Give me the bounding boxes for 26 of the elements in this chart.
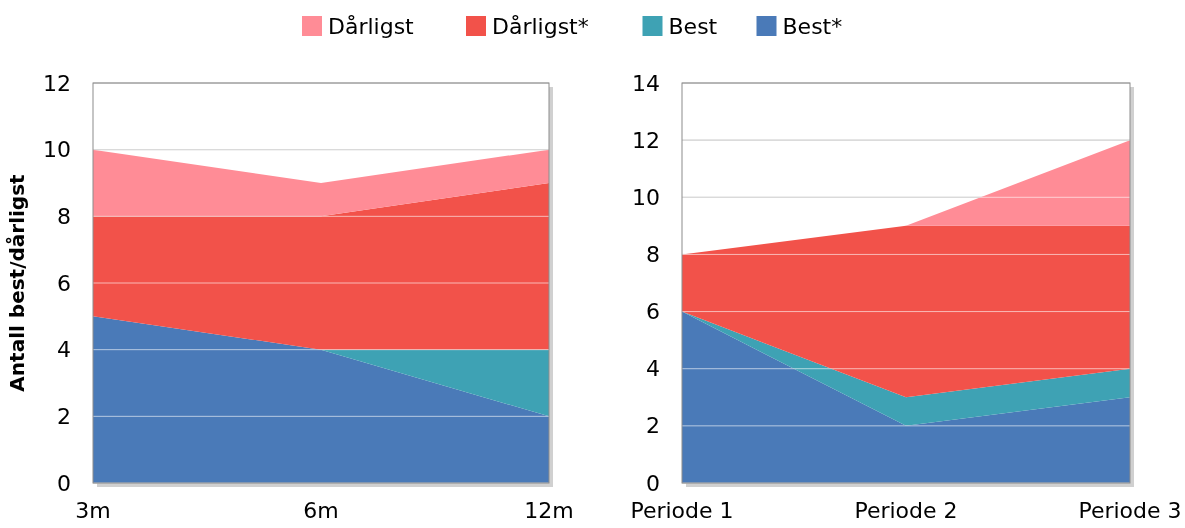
y-tick-label: 0 [57, 470, 71, 496]
legend-label: Best* [782, 13, 843, 39]
x-tick-label: 12m [524, 498, 574, 523]
y-tick-label: 6 [646, 299, 660, 325]
x-tick-label: 6m [303, 498, 339, 523]
x-tick-label: Periode 3 [1078, 498, 1182, 523]
y-axis-title: Antall best/dårligst [5, 173, 29, 392]
y-tick-label: 2 [646, 413, 660, 439]
y-tick-label: 4 [57, 337, 71, 363]
y-tick-label: 12 [632, 127, 660, 153]
y-tick-label: 8 [646, 241, 660, 267]
legend-label: Best [668, 13, 718, 39]
y-tick-label: 8 [57, 203, 71, 229]
legend-label: Dårligst [328, 13, 415, 39]
y-tick-label: 10 [43, 137, 71, 163]
y-tick-label: 12 [43, 70, 71, 96]
x-tick-label: 3m [75, 498, 111, 523]
x-tick-label: Periode 1 [630, 498, 734, 523]
legend-label: Dårligst* [492, 13, 589, 39]
y-tick-label: 10 [632, 184, 660, 210]
y-tick-label: 6 [57, 270, 71, 296]
y-tick-label: 2 [57, 403, 71, 429]
y-tick-label: 14 [632, 70, 660, 96]
x-tick-label: Periode 2 [854, 498, 958, 523]
y-tick-label: 4 [646, 356, 660, 382]
y-tick-label: 0 [646, 470, 660, 496]
